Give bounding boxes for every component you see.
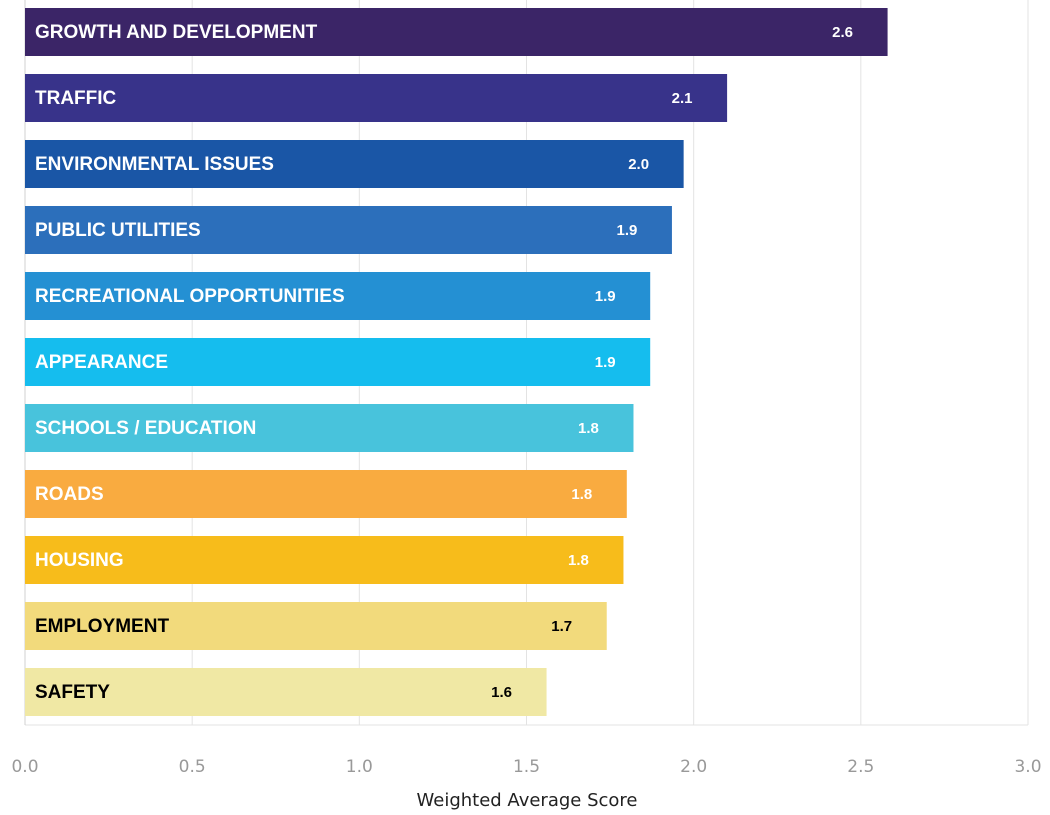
category-label: ROADS	[35, 484, 104, 505]
category-label: SCHOOLS / EDUCATION	[35, 418, 256, 439]
bar	[25, 338, 651, 386]
bar	[25, 74, 728, 122]
value-label: 2.0	[628, 156, 649, 173]
x-tick-label: 1.0	[346, 757, 373, 777]
bar	[25, 206, 672, 254]
value-label: 1.9	[617, 222, 638, 239]
category-label: EMPLOYMENT	[35, 616, 169, 637]
category-label: GROWTH AND DEVELOPMENT	[35, 22, 318, 43]
bar	[25, 602, 607, 650]
category-label: TRAFFIC	[35, 88, 117, 109]
x-tick-label: 0.5	[179, 757, 206, 777]
bar	[25, 140, 684, 188]
value-label: 1.8	[571, 486, 592, 503]
x-tick-label: 3.0	[1014, 757, 1041, 777]
category-label: PUBLIC UTILITIES	[35, 220, 201, 241]
category-label: HOUSING	[35, 550, 124, 571]
value-label: 1.9	[595, 354, 616, 371]
category-label: ENVIRONMENTAL ISSUES	[35, 154, 274, 175]
value-label: 1.7	[551, 618, 572, 635]
x-tick-label: 2.5	[847, 757, 874, 777]
value-label: 2.6	[832, 24, 853, 41]
x-axis-label: Weighted Average Score	[417, 790, 638, 811]
bar	[25, 470, 627, 518]
value-label: 1.6	[491, 684, 512, 701]
x-tick-label: 0.0	[11, 757, 38, 777]
bar	[25, 536, 624, 584]
value-label: 1.8	[568, 552, 589, 569]
category-label: APPEARANCE	[35, 352, 168, 373]
value-label: 1.8	[578, 420, 599, 437]
value-label: 2.1	[672, 90, 693, 107]
bar	[25, 668, 547, 716]
bar	[25, 8, 888, 56]
category-label: RECREATIONAL OPPORTUNITIES	[35, 286, 345, 307]
bar	[25, 404, 634, 452]
category-label: SAFETY	[35, 682, 110, 703]
value-label: 1.9	[595, 288, 616, 305]
x-tick-label: 1.5	[513, 757, 540, 777]
x-tick-label: 2.0	[680, 757, 707, 777]
bar	[25, 272, 651, 320]
